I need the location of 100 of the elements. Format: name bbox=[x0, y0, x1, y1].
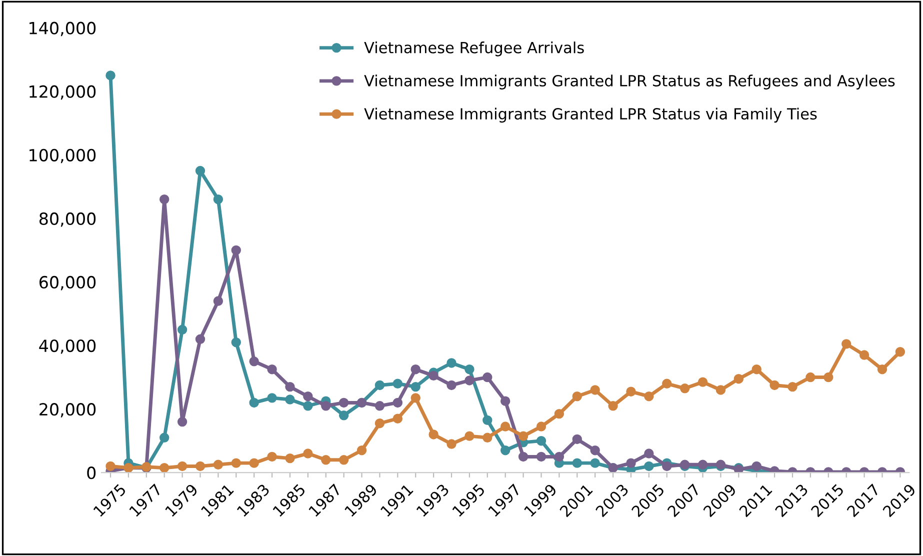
point bbox=[464, 364, 474, 374]
point bbox=[338, 410, 349, 420]
point bbox=[806, 372, 816, 382]
point bbox=[788, 382, 798, 392]
point bbox=[231, 245, 241, 256]
point bbox=[680, 384, 690, 394]
point bbox=[572, 434, 582, 444]
point bbox=[626, 458, 636, 468]
point bbox=[177, 461, 188, 472]
legend-label: Vietnamese Immigrants Granted LPR Status via Family Ties bbox=[364, 108, 817, 123]
point bbox=[303, 391, 313, 402]
legend-label: Vietnamese Immigrants Granted LPR Status as Refugees and Asylees bbox=[364, 74, 895, 90]
point bbox=[572, 458, 582, 468]
point bbox=[482, 415, 492, 426]
point bbox=[285, 394, 295, 404]
point bbox=[195, 334, 206, 344]
point bbox=[662, 461, 672, 472]
point bbox=[626, 386, 636, 396]
point bbox=[895, 347, 906, 357]
point bbox=[267, 364, 277, 374]
point bbox=[177, 324, 188, 334]
point bbox=[824, 372, 834, 382]
point bbox=[106, 70, 116, 80]
point bbox=[500, 396, 510, 406]
point bbox=[482, 432, 492, 443]
point bbox=[392, 378, 403, 388]
point bbox=[859, 350, 870, 360]
point bbox=[410, 382, 420, 392]
point bbox=[356, 446, 367, 456]
point bbox=[177, 416, 188, 427]
point bbox=[410, 393, 420, 403]
point bbox=[213, 460, 224, 470]
point bbox=[195, 461, 206, 472]
point bbox=[321, 455, 331, 465]
point bbox=[464, 376, 474, 386]
point bbox=[374, 401, 385, 411]
point bbox=[106, 461, 116, 472]
point bbox=[195, 166, 206, 176]
point bbox=[303, 448, 313, 458]
point bbox=[428, 430, 438, 440]
point bbox=[590, 458, 600, 468]
point bbox=[374, 418, 385, 428]
y-tick-label: 100,000 bbox=[30, 148, 96, 164]
point bbox=[536, 436, 546, 446]
point bbox=[285, 382, 295, 392]
point bbox=[644, 461, 654, 472]
point bbox=[877, 364, 888, 374]
y-tick-label: 20,000 bbox=[40, 403, 96, 418]
point bbox=[410, 364, 420, 374]
point bbox=[374, 380, 385, 390]
point bbox=[213, 296, 224, 306]
point bbox=[303, 401, 313, 411]
point bbox=[644, 391, 654, 402]
point bbox=[428, 370, 438, 381]
point bbox=[285, 453, 295, 464]
point bbox=[841, 339, 852, 349]
point bbox=[500, 446, 510, 456]
point bbox=[734, 374, 744, 384]
y-tick-label: 0 bbox=[87, 466, 96, 480]
point bbox=[338, 398, 349, 408]
point bbox=[267, 452, 277, 462]
point bbox=[231, 458, 241, 468]
point bbox=[608, 401, 618, 411]
point bbox=[554, 452, 564, 462]
point bbox=[159, 432, 170, 443]
point bbox=[752, 364, 762, 374]
point bbox=[249, 398, 259, 408]
point bbox=[752, 461, 762, 472]
point bbox=[698, 377, 708, 387]
point bbox=[770, 380, 780, 390]
point bbox=[698, 460, 708, 470]
point bbox=[338, 455, 349, 465]
point bbox=[159, 462, 170, 473]
point bbox=[249, 458, 259, 468]
point bbox=[536, 452, 546, 462]
point bbox=[446, 439, 456, 449]
point bbox=[572, 391, 582, 402]
y-tick-label: 60,000 bbox=[40, 276, 96, 290]
point bbox=[554, 408, 564, 419]
point bbox=[392, 414, 403, 424]
point bbox=[321, 401, 331, 411]
point bbox=[500, 422, 510, 432]
point bbox=[446, 380, 456, 390]
y-tick-label: 40,000 bbox=[39, 339, 96, 354]
point bbox=[392, 398, 403, 408]
point bbox=[446, 358, 456, 368]
point bbox=[231, 337, 241, 348]
point bbox=[518, 431, 528, 441]
point bbox=[159, 194, 170, 204]
point bbox=[464, 431, 474, 441]
point bbox=[536, 422, 546, 432]
legend-label: Vietnamese Refugee Arrivals bbox=[364, 42, 584, 56]
y-tick-label: 140,000 bbox=[30, 22, 96, 36]
point bbox=[518, 452, 528, 462]
y-tick-label: 120,000 bbox=[30, 85, 96, 100]
point bbox=[249, 356, 259, 366]
point bbox=[482, 372, 492, 382]
y-tick-label: 80,000 bbox=[39, 212, 96, 227]
point bbox=[590, 446, 600, 456]
point bbox=[213, 194, 224, 204]
